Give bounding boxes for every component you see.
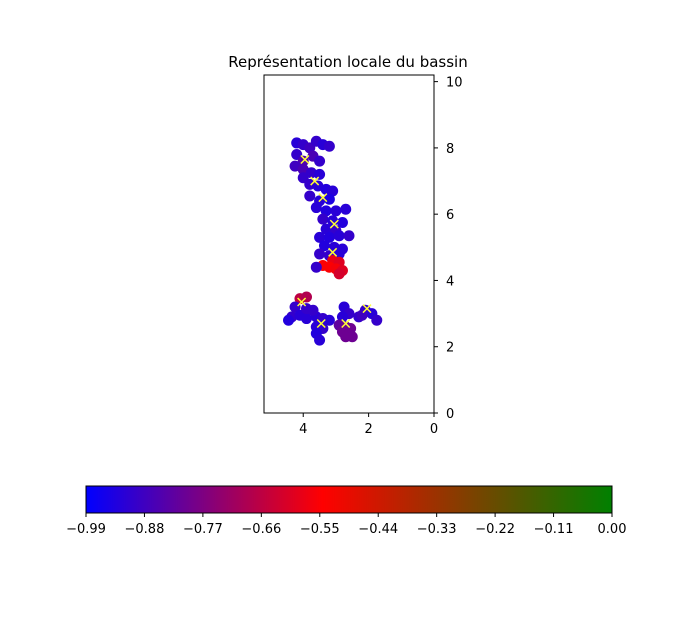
scatter-point: [323, 231, 335, 243]
y-tick-label: 10: [446, 76, 463, 91]
scatter-point: [327, 185, 339, 197]
colorbar-tick-label: −0.99: [66, 522, 106, 537]
x-axis-ticks: 4 2 0: [299, 413, 438, 437]
cross-marker: [341, 318, 351, 329]
cross-marker: [318, 193, 328, 203]
scatter-point: [314, 155, 326, 167]
scatter-point: [314, 231, 326, 243]
chart-title: Représentation locale du bassin: [228, 53, 467, 71]
cross-markers-layer: [297, 154, 372, 329]
cross-marker: [362, 304, 372, 314]
scatter-point: [304, 178, 316, 190]
scatter-point: [283, 314, 295, 326]
x-tick-label: 4: [299, 422, 307, 437]
scatter-point: [310, 202, 322, 214]
cross-marker: [297, 297, 307, 307]
x-tick-label: 2: [364, 422, 372, 437]
scatter-point: [343, 230, 355, 242]
colorbar-tick-label: −0.55: [300, 522, 340, 537]
y-tick-label: 8: [446, 142, 454, 157]
colorbar-tick-label: −0.88: [125, 522, 165, 537]
y-tick-label: 4: [446, 274, 454, 289]
colorbar-tick-label: −0.66: [241, 522, 281, 537]
scatter-point: [336, 311, 348, 323]
colorbar-tick-label: 0.00: [598, 522, 627, 537]
y-tick-label: 2: [446, 341, 454, 356]
scatter-point: [323, 140, 335, 152]
scatter-point: [317, 213, 329, 225]
scatter-point: [356, 309, 368, 321]
y-axis-ticks: 0 2 4 6 8 10: [434, 76, 463, 422]
scatter-point: [301, 313, 312, 325]
scatter-point: [333, 230, 345, 242]
scatter-point: [330, 205, 342, 217]
cross-marker: [328, 247, 338, 257]
x-tick-label: 0: [430, 422, 438, 437]
colorbar-tick-label: −0.33: [417, 522, 457, 537]
colorbar-tick-label: −0.77: [183, 522, 223, 537]
scatter-point: [289, 301, 301, 313]
scatter-point: [336, 216, 348, 228]
scatter-point: [323, 193, 335, 205]
cross-marker: [329, 219, 339, 229]
scatter-point: [333, 268, 345, 280]
scatter-point: [320, 205, 332, 217]
scatter-point: [305, 167, 317, 179]
cross-marker: [300, 154, 310, 165]
scatter-point: [304, 190, 316, 202]
y-tick-label: 6: [446, 208, 454, 223]
colorbar-tick-label: −0.11: [534, 522, 574, 537]
scatter-point: [314, 248, 326, 260]
scatter-point: [323, 314, 335, 326]
scatter-point: [346, 331, 358, 343]
scatter-point: [371, 314, 383, 326]
scatter-point: [310, 261, 322, 273]
cross-marker: [316, 318, 326, 329]
scatter-point: [320, 223, 332, 235]
cross-marker: [310, 176, 320, 186]
scatter-point: [314, 334, 326, 346]
scatter-point: [340, 203, 352, 215]
scatter-point: [314, 168, 326, 180]
colorbar-tick-label: −0.44: [358, 522, 398, 537]
plot-area: [264, 75, 434, 413]
colorbar: [85, 485, 613, 514]
scatter-point: [318, 240, 330, 252]
scatter-point: [301, 303, 312, 315]
colorbar-ticks: −0.99 −0.88 −0.77 −0.66 −0.55 −0.44 −0.33 −0.22…: [66, 513, 626, 537]
colorbar-tick-label: −0.22: [475, 522, 515, 537]
plot-frame: [263, 74, 435, 414]
y-tick-label: 0: [446, 407, 454, 422]
